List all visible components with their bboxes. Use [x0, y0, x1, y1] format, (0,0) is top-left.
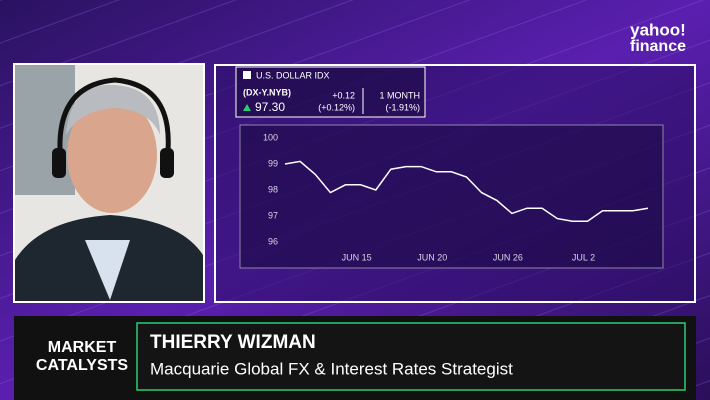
- y-tick-label: 97: [268, 210, 278, 220]
- x-tick-label: JUN 26: [493, 252, 523, 262]
- period-pct: (-1.91%): [385, 102, 420, 112]
- chart: 96 97 98 99 100 JUN 15 JUN 20 JUN 26 JUL 2: [263, 132, 649, 262]
- quote-symbol: (DX-Y.NYB): [243, 87, 291, 97]
- price-line: [284, 160, 649, 222]
- video-feed: [13, 63, 205, 303]
- guest-box: [136, 322, 686, 391]
- logo-top: yahoo!: [630, 20, 686, 39]
- guest-name: THIERRY WIZMAN: [150, 332, 316, 353]
- y-tick-label: 99: [268, 158, 278, 168]
- x-tick-label: JUN 20: [417, 252, 447, 262]
- y-tick-label: 100: [263, 132, 278, 142]
- quote-price: 97.30: [255, 100, 285, 114]
- show-line2: CATALYSTS: [36, 357, 128, 374]
- quote-name: U.S. DOLLAR IDX: [256, 70, 330, 80]
- period-label: 1 MONTH: [380, 90, 421, 100]
- plot-area: [239, 124, 664, 269]
- y-tick-label: 96: [268, 236, 278, 246]
- quote-box: [235, 66, 426, 118]
- show-line1: MARKET: [48, 339, 117, 356]
- quote-change: +0.12: [332, 90, 355, 100]
- x-tick-label: JUN 15: [342, 252, 372, 262]
- logo-bottom: finance: [630, 38, 686, 55]
- x-tick-label: JUL 2: [572, 252, 595, 262]
- legend-swatch: [243, 71, 251, 79]
- quote-change-pct: (+0.12%): [318, 102, 355, 112]
- guest-title: Macquarie Global FX & Interest Rates Str…: [150, 359, 513, 378]
- y-tick-label: 98: [268, 184, 278, 194]
- up-arrow: [243, 104, 251, 111]
